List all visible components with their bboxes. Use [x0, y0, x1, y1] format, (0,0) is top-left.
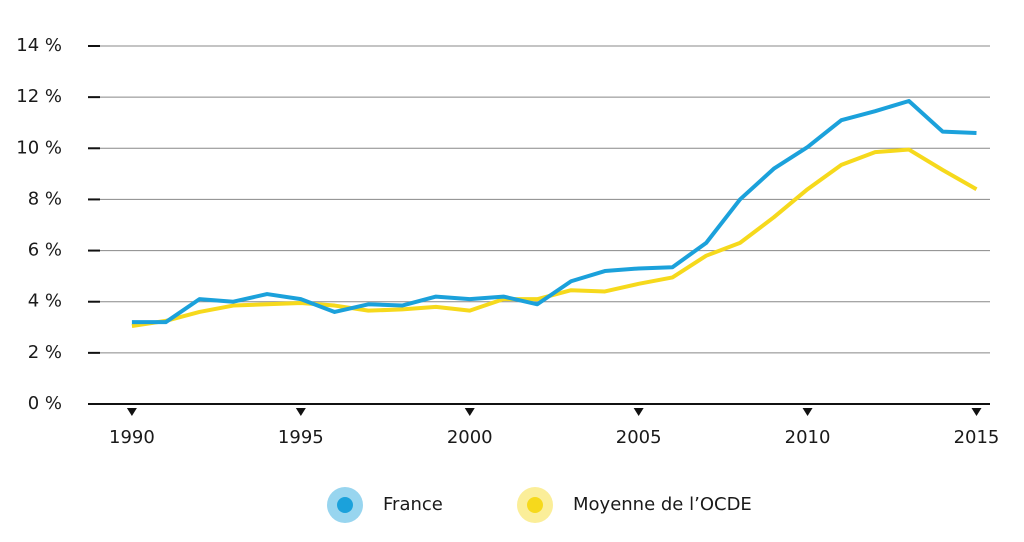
x-tick — [464, 408, 475, 416]
y-tick-label: 12 % — [16, 86, 62, 107]
y-tick-label: 8 % — [28, 188, 62, 209]
x-tick — [126, 408, 137, 416]
x-tick-label: 2005 — [616, 427, 662, 448]
x-tick-label: 2000 — [447, 427, 493, 448]
legend-marker — [527, 497, 543, 513]
x-tick-label: 2010 — [785, 427, 831, 448]
series-line — [131, 98, 977, 325]
x-tick — [633, 408, 644, 416]
y-tick-label: 6 % — [28, 240, 62, 261]
y-tick-label: 10 % — [16, 137, 62, 158]
x-tick-label: 1995 — [278, 427, 324, 448]
legend-marker — [337, 497, 353, 513]
y-tick-label: 2 % — [28, 342, 62, 363]
y-tick-label: 4 % — [28, 291, 62, 312]
y-tick-label: 0 % — [28, 393, 62, 414]
x-tick — [295, 408, 306, 416]
x-tick-label: 2015 — [954, 427, 1000, 448]
y-tick-label: 14 % — [16, 35, 62, 56]
legend-label: Moyenne de l’OCDE — [573, 494, 752, 515]
x-tick-label: 1990 — [109, 427, 155, 448]
series-line — [131, 147, 978, 328]
x-tick — [802, 408, 813, 416]
x-tick — [971, 408, 982, 416]
legend-label: France — [383, 494, 443, 515]
